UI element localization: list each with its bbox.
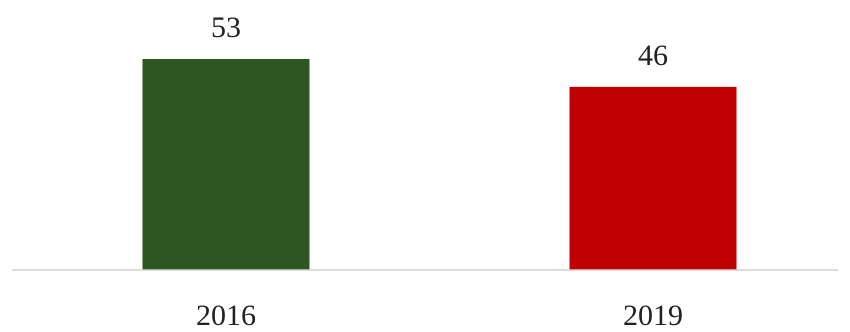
bar-2019 <box>569 86 737 271</box>
x-tick-label-2019: 2019 <box>623 299 683 332</box>
x-tick-labels-group: 2016 2019 <box>196 299 683 332</box>
bars-group <box>142 59 737 271</box>
bar-2016 <box>142 59 310 270</box>
value-labels-group: 53 46 <box>211 11 668 72</box>
value-label-2016: 53 <box>211 11 241 44</box>
x-tick-label-2016: 2016 <box>196 299 256 332</box>
value-label-2019: 46 <box>638 39 668 72</box>
